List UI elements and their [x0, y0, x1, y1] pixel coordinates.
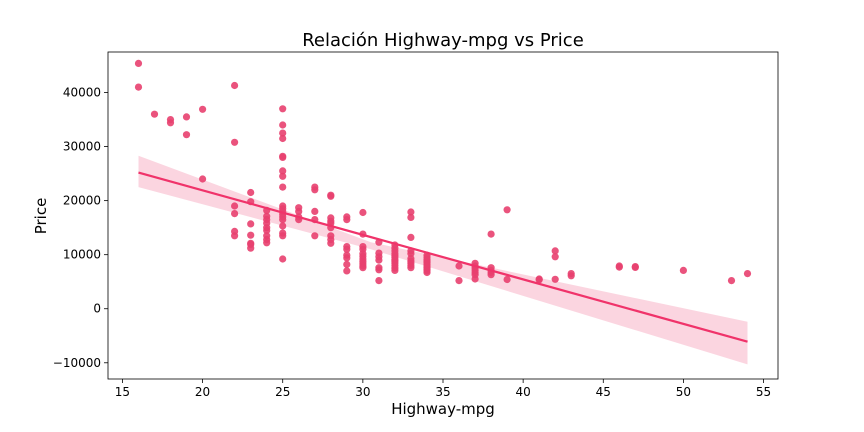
data-point — [743, 270, 752, 278]
data-point — [279, 134, 287, 143]
x-axis-title: Highway-mpg — [391, 400, 495, 418]
data-point — [134, 59, 143, 67]
y-tick-label: 10000 — [63, 248, 101, 262]
x-tick-label: 55 — [756, 385, 771, 399]
data-point — [231, 138, 239, 146]
data-point — [279, 216, 287, 224]
data-point — [247, 220, 255, 228]
data-point — [551, 275, 559, 283]
data-point — [279, 167, 287, 175]
data-point — [407, 208, 415, 216]
data-point — [327, 239, 335, 247]
data-point — [407, 264, 415, 272]
regression-line-layer — [138, 171, 748, 343]
data-point — [343, 254, 351, 262]
data-point — [279, 153, 287, 161]
data-point — [359, 264, 367, 272]
data-point — [279, 232, 287, 240]
data-point — [247, 188, 255, 197]
data-point — [487, 230, 495, 238]
data-point — [407, 213, 415, 221]
data-point — [150, 110, 159, 118]
data-point — [279, 121, 287, 129]
data-point — [134, 83, 143, 91]
x-axis-ticks: 15 20 25 30 35 40 45 50 55 — [115, 379, 771, 399]
data-point — [279, 222, 287, 230]
x-tick-label: 20 — [195, 385, 210, 399]
data-point — [375, 256, 383, 264]
y-axis-title: Price — [32, 198, 50, 235]
data-point — [343, 260, 351, 268]
data-point — [199, 105, 207, 113]
data-point — [343, 245, 351, 253]
data-point — [487, 271, 495, 279]
data-point — [311, 232, 319, 240]
regression-line — [138, 171, 748, 343]
data-point — [263, 226, 271, 234]
data-point — [343, 216, 351, 224]
data-point — [535, 276, 543, 284]
y-tick-label: 20000 — [63, 194, 101, 208]
data-point — [423, 268, 431, 277]
y-tick-label: 40000 — [63, 86, 101, 100]
data-point — [247, 231, 255, 239]
data-point — [551, 247, 559, 255]
data-point — [279, 105, 287, 113]
scatter-points-layer — [134, 59, 752, 285]
data-point — [279, 129, 287, 137]
x-tick-label: 35 — [435, 385, 450, 399]
data-point — [263, 239, 271, 247]
data-point — [727, 277, 736, 285]
data-point — [279, 255, 287, 263]
x-tick-label: 25 — [275, 385, 290, 399]
x-tick-label: 50 — [676, 385, 691, 399]
data-point — [231, 210, 239, 218]
data-point — [231, 81, 239, 90]
data-point — [166, 116, 175, 124]
data-point — [615, 263, 623, 271]
data-point — [279, 183, 287, 191]
data-point — [359, 208, 367, 217]
y-tick-label: −10000 — [53, 356, 101, 370]
data-point — [327, 192, 335, 200]
data-point — [247, 244, 255, 252]
chart-title: Relación Highway-mpg vs Price — [302, 30, 584, 51]
data-point — [231, 232, 239, 240]
data-point — [391, 266, 399, 274]
x-tick-label: 30 — [355, 385, 370, 399]
y-tick-label: 0 — [93, 302, 101, 316]
data-point — [375, 266, 383, 274]
data-point — [199, 175, 207, 183]
confidence-band — [138, 155, 748, 365]
data-point — [279, 172, 287, 180]
x-tick-label: 45 — [596, 385, 611, 399]
data-point — [679, 266, 688, 274]
data-point — [343, 267, 351, 275]
data-point — [311, 207, 319, 215]
data-point — [231, 202, 239, 210]
data-point — [551, 253, 559, 261]
data-point — [455, 277, 463, 285]
y-tick-label: 30000 — [63, 140, 101, 154]
data-point — [375, 277, 383, 285]
data-point — [182, 113, 191, 121]
data-point — [631, 263, 639, 271]
data-point — [182, 131, 191, 139]
data-point — [455, 262, 463, 270]
x-tick-label: 15 — [115, 385, 130, 399]
x-tick-label: 40 — [516, 385, 531, 399]
data-point — [503, 275, 511, 284]
data-point — [471, 275, 479, 283]
confidence-band-layer — [138, 155, 748, 365]
y-axis-ticks: −10000 0 10000 20000 30000 40000 — [53, 86, 108, 370]
data-point — [407, 233, 415, 241]
data-point — [567, 272, 575, 280]
data-point — [311, 186, 319, 194]
data-point — [503, 206, 511, 214]
data-point — [295, 207, 303, 215]
